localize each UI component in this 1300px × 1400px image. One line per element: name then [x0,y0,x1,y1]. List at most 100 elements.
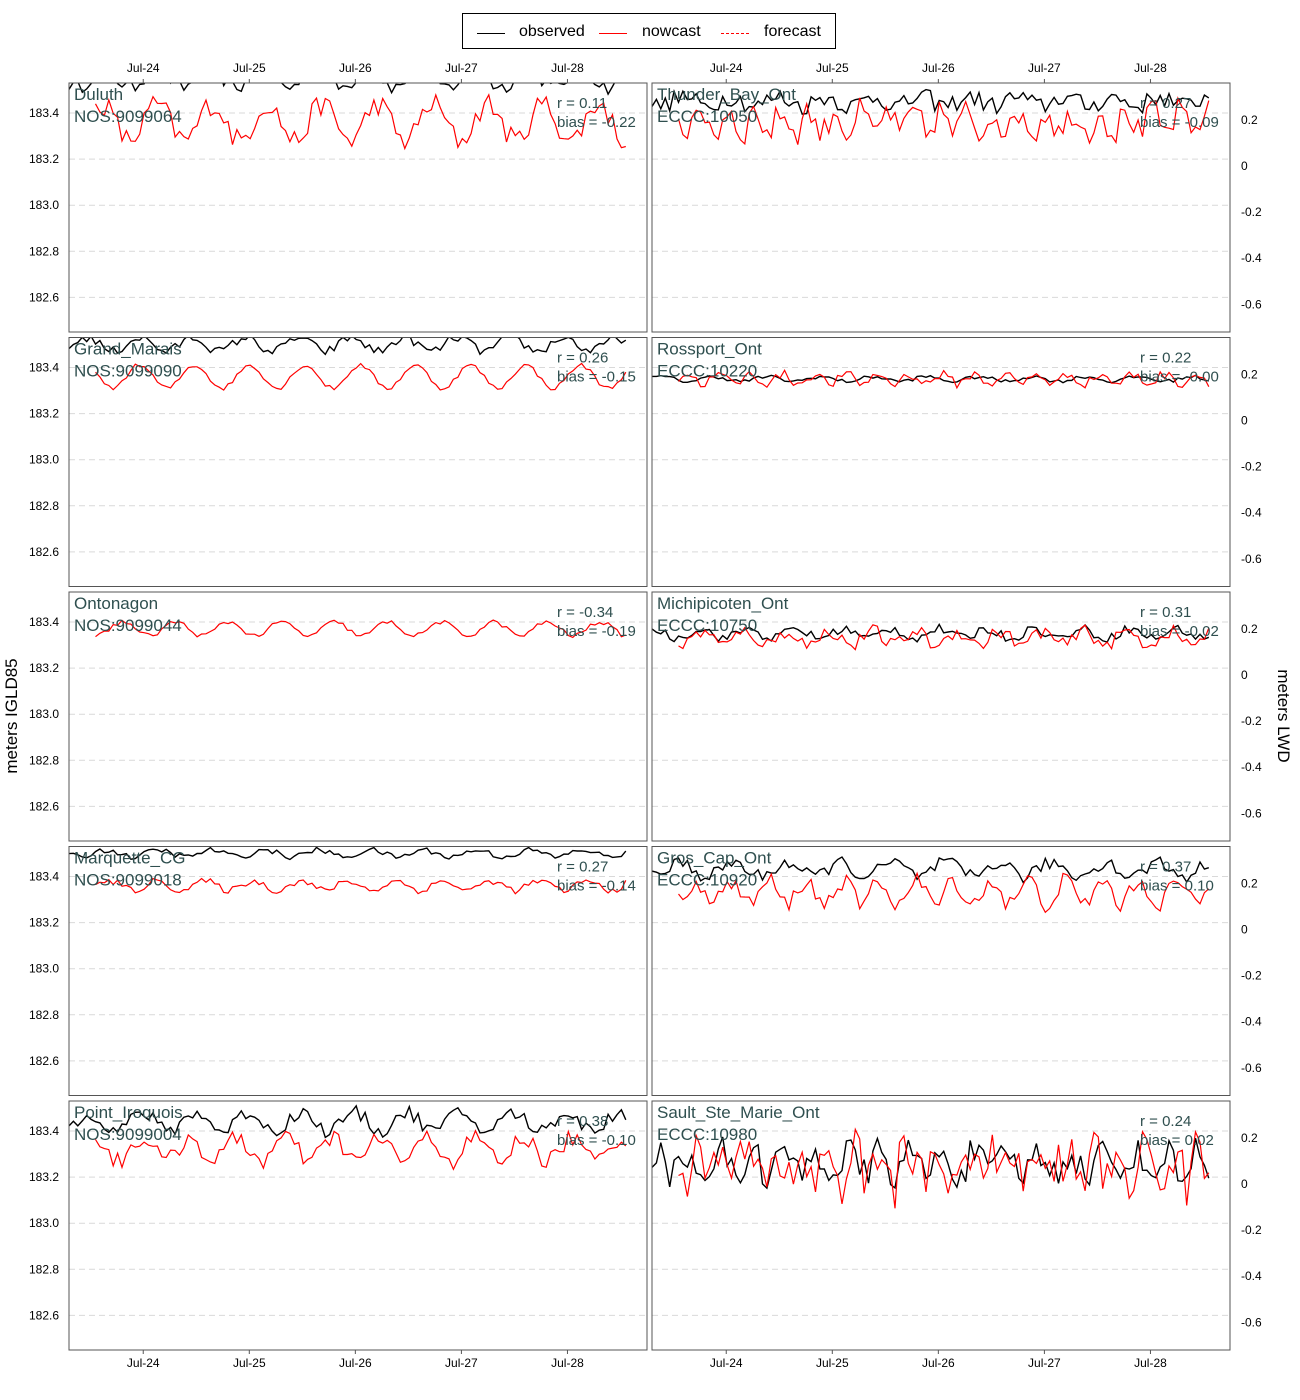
y-tick-label: 0 [1241,1177,1248,1191]
station-name: Gros_Cap_Ont [657,849,772,868]
panel-frame [651,591,1231,842]
y-tick-label: 183.2 [29,916,59,930]
x-tick-label-top: Jul-27 [445,61,478,75]
y-tick-label: 183.0 [29,962,59,976]
x-tick-label-bottom: Jul-27 [1028,1356,1061,1370]
y-tick-label: -0.6 [1241,1315,1262,1329]
station-id: NOS:9099090 [74,362,182,381]
y-tick-label: -0.4 [1241,251,1262,265]
y-tick-label: 183.0 [29,1216,59,1230]
panel-ontonagon: 182.6 182.8 183.0 183.2 183.4 Ontonagon NOS:90… [29,591,648,842]
y-tick-label: 0 [1241,923,1248,937]
observed-line [652,856,1210,884]
panel-frame [68,337,648,587]
y-tick-label: 0 [1241,668,1248,682]
panel-frame [651,82,1231,333]
panel-thunder-bay-ont: -0.6 -0.4 -0.2 0 0.2 Thunder_Bay_Ont ECCC:1005… [651,82,1262,333]
stat-bias: bias = -0.10 [557,1132,636,1149]
station-id: NOS:9099064 [74,107,182,126]
y-tick-label: -0.4 [1241,760,1262,774]
stat-bias: bias = -0.19 [557,623,636,640]
y-tick-label: 0.2 [1241,367,1258,381]
y-tick-label: -0.6 [1241,552,1262,566]
left-axis-label: meters IGLD85 [2,658,21,774]
x-tick-label-top: Jul-24 [127,61,160,75]
station-id: ECCC:10220 [657,362,757,381]
panel-frame [651,1100,1231,1351]
panel-frame [68,82,648,333]
y-tick-label: 182.6 [29,290,59,304]
y-tick-label: -0.2 [1241,1223,1262,1237]
panel-marquette-cg: 182.6 182.8 183.0 183.2 183.4 Marquette_CG NOS… [29,846,648,1096]
panel-frame [651,337,1231,587]
observed-line [652,622,1210,643]
nowcast-line [95,619,627,639]
y-tick-label: 182.6 [29,1308,59,1322]
right-axis-label: meters LWD [1274,669,1293,763]
x-tick-label-bottom: Jul-24 [127,1356,160,1370]
stat-bias: bias = 0.02 [1140,1132,1214,1149]
station-id: NOS:9099044 [74,616,182,635]
y-tick-label: 183.4 [29,1124,59,1138]
y-tick-label: -0.2 [1241,205,1262,219]
station-name: Duluth [74,85,123,104]
legend-nowcast-label: nowcast [642,23,701,40]
y-tick-label: -0.4 [1241,506,1262,520]
station-id: NOS:9099018 [74,871,182,890]
nowcast-line [94,93,626,151]
stat-r: r = 0.24 [1140,1113,1191,1130]
station-name: Grand_Marais [74,340,182,359]
y-tick-label: 182.6 [29,1054,59,1068]
stat-bias: bias = -0.00 [1140,369,1219,386]
y-tick-label: -0.4 [1241,1269,1262,1283]
nowcast-line [94,1129,627,1171]
observed-line [652,374,1209,384]
y-tick-label: 182.8 [29,499,59,513]
station-id: ECCC:10750 [657,616,757,635]
station-name: Ontonagon [74,594,158,613]
nowcast-line [678,871,1210,914]
y-tick-label: 183.0 [29,198,59,212]
y-tick-label: 0.2 [1241,1131,1258,1145]
panel-sault-ste-marie-ont: -0.6 -0.4 -0.2 0 0.2 Sault_Ste_Marie_Ont ECCC:… [651,1100,1262,1351]
stat-bias: bias = -0.02 [1140,623,1219,640]
observed-line [69,846,627,861]
y-tick-label: 183.2 [29,661,59,675]
station-id: NOS:9099004 [74,1125,182,1144]
stat-bias: bias = -0.09 [1140,114,1219,131]
observed-line [69,83,616,96]
y-tick-label: 183.4 [29,615,59,629]
y-tick-label: -0.6 [1241,297,1262,311]
panel-frame [68,591,648,842]
stat-r: r = 0.37 [1140,859,1191,876]
y-tick-label: 182.8 [29,1262,59,1276]
y-tick-label: 0.2 [1241,876,1258,890]
legend-nowcast-swatch [599,33,627,34]
nowcast-line [678,1127,1210,1209]
x-tick-label-bottom: Jul-25 [816,1356,849,1370]
x-tick-label-bottom: Jul-28 [551,1356,584,1370]
x-tick-label-bottom: Jul-28 [1134,1356,1167,1370]
stat-bias: bias = -0.14 [557,878,636,895]
station-name: Michipicoten_Ont [657,594,789,613]
station-id: ECCC:10980 [657,1125,757,1144]
observed-line [652,88,1210,116]
station-name: Marquette_CG [74,849,186,868]
y-tick-label: -0.2 [1241,460,1262,474]
x-tick-label-bottom: Jul-24 [710,1356,743,1370]
y-tick-label: 183.2 [29,152,59,166]
stat-r: r = 0.11 [557,95,607,112]
station-name: Point_Iroquois [74,1103,183,1122]
y-tick-label: 183.2 [29,1170,59,1184]
panel-duluth: 182.6 182.8 183.0 183.2 183.4 Duluth NOS:90990… [29,82,648,333]
stat-r: r = 0.31 [1140,604,1191,621]
panel-rossport-ont: -0.6 -0.4 -0.2 0 0.2 Rossport_Ont ECCC:10220 r … [651,337,1262,587]
y-tick-label: 183.4 [29,106,59,120]
y-tick-label: -0.4 [1241,1015,1262,1029]
observed-line [652,1136,1210,1190]
station-name: Thunder_Bay_Ont [657,85,796,104]
panel-point-iroquois: 182.6 182.8 183.0 183.2 183.4 Point_Iroquois N… [29,1100,648,1351]
stat-bias: bias = 0.10 [1140,878,1214,895]
y-tick-label: 183.0 [29,453,59,467]
